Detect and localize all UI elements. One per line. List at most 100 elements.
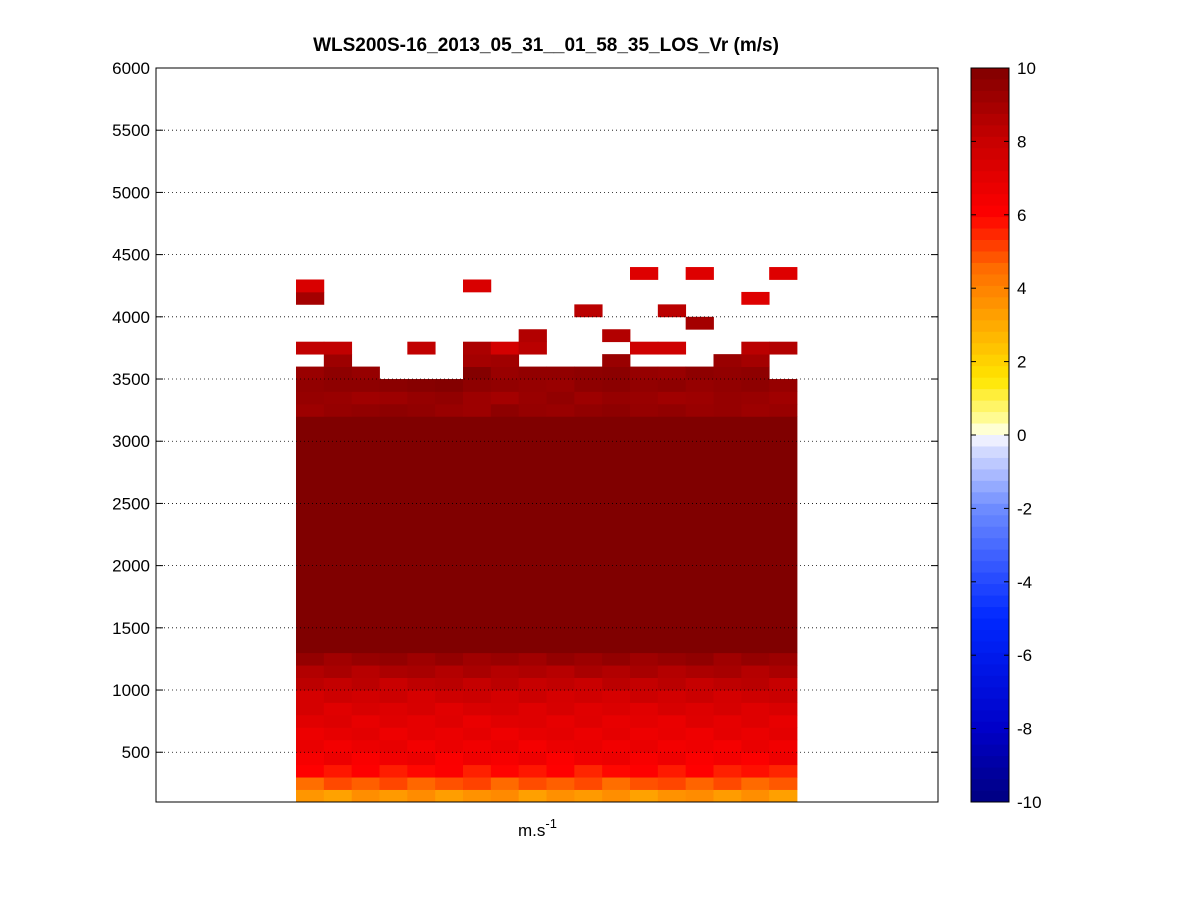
heatmap-cell [657,403,687,417]
heatmap-cell [769,341,798,355]
colorbar-band [971,423,1010,436]
heatmap-cell [574,690,603,703]
heatmap-cell [630,789,659,803]
colorbar-band [971,618,1010,631]
heatmap-cell [657,379,687,392]
heatmap-cell [296,416,798,654]
colorbar-band [971,171,1010,184]
heatmap-cell [463,752,492,766]
heatmap-cell [323,354,353,367]
colorbar-tick-label: 0 [1017,426,1026,445]
heatmap-cell [546,677,575,691]
heatmap-cell [769,777,798,790]
heatmap-cell [657,739,687,753]
heatmap-cell [490,665,520,678]
heatmap-cell [463,379,492,392]
heatmap-cell [574,764,603,778]
heatmap-cell [323,777,353,790]
heatmap-cell [741,366,770,380]
y-tick-label: 5500 [112,121,150,140]
colorbar-band [971,343,1010,356]
heatmap-cell [630,752,659,766]
heatmap-cell [490,752,520,766]
heatmap-cell [463,739,492,753]
colorbar-band [971,538,1010,551]
colorbar-band [971,274,1010,287]
heatmap-cell [685,789,714,803]
y-tick-label: 4500 [112,246,150,265]
colorbar-band [971,687,1010,700]
heatmap-cell [518,764,547,778]
heatmap-cell [351,764,380,778]
heatmap-cell [713,739,742,753]
heatmap-cell [713,714,742,728]
heatmap-cell [574,391,603,405]
y-tick-label: 3000 [112,432,150,451]
heatmap-cell [574,727,603,741]
heatmap-cells [296,267,798,803]
heatmap-cell [602,354,631,367]
heatmap-cell [630,379,659,392]
heatmap-cell [296,665,325,678]
heatmap-cell [518,777,547,790]
heatmap-cell [602,403,631,417]
heatmap-cell [490,739,520,753]
heatmap-cell [685,652,714,666]
colorbar-band [971,285,1010,298]
heatmap-cell [657,304,687,318]
heatmap-cell [657,777,687,790]
heatmap-cell [435,752,464,766]
colorbar-band [971,79,1010,92]
heatmap-cell [518,714,547,728]
heatmap-cell [602,690,631,703]
heatmap-cell [546,366,575,380]
heatmap-cell [323,789,353,803]
heatmap-cell [546,665,575,678]
heatmap-cell [602,739,631,753]
heatmap-cell [490,366,520,380]
heatmap-cell [630,366,659,380]
colorbar-band [971,125,1010,138]
heatmap-cell [630,739,659,753]
heatmap-cell [407,764,436,778]
colorbar-tick-label: -8 [1017,720,1032,739]
heatmap-cell [435,652,464,666]
heatmap-cell [407,739,436,753]
heatmap-cell [463,789,492,803]
heatmap-cell [602,764,631,778]
heatmap-cell [602,727,631,741]
colorbar-band [971,446,1010,459]
heatmap-cell [769,677,798,691]
heatmap-cell [296,702,325,716]
heatmap-cell [769,764,798,778]
heatmap-cell [741,341,770,355]
heatmap-cell [769,702,798,716]
heatmap-cell [351,714,380,728]
heatmap-cell [630,665,659,678]
heatmap-cell [630,652,659,666]
heatmap-cell [657,714,687,728]
heatmap-cell [323,714,353,728]
heatmap-cell [351,727,380,741]
heatmap-cell [518,752,547,766]
colorbar-band [971,503,1010,516]
heatmap-cell [741,354,770,367]
heatmap-cell [351,777,380,790]
heatmap-cell [490,764,520,778]
heatmap-cell [323,379,353,392]
heatmap-cell [657,727,687,741]
colorbar-band [971,584,1010,596]
heatmap-cell [351,379,380,392]
heatmap-cell [351,665,380,678]
heatmap-cell [518,379,547,392]
heatmap-cell [435,764,464,778]
colorbar-tick-label: 4 [1017,279,1026,298]
heatmap-cell [379,403,408,417]
heatmap-cell [574,665,603,678]
y-tick-label: 4000 [112,308,150,327]
heatmap-cell [546,739,575,753]
heatmap-cell [435,702,464,716]
heatmap-cell [685,752,714,766]
heatmap-cell [407,341,436,355]
heatmap-cell [490,714,520,728]
